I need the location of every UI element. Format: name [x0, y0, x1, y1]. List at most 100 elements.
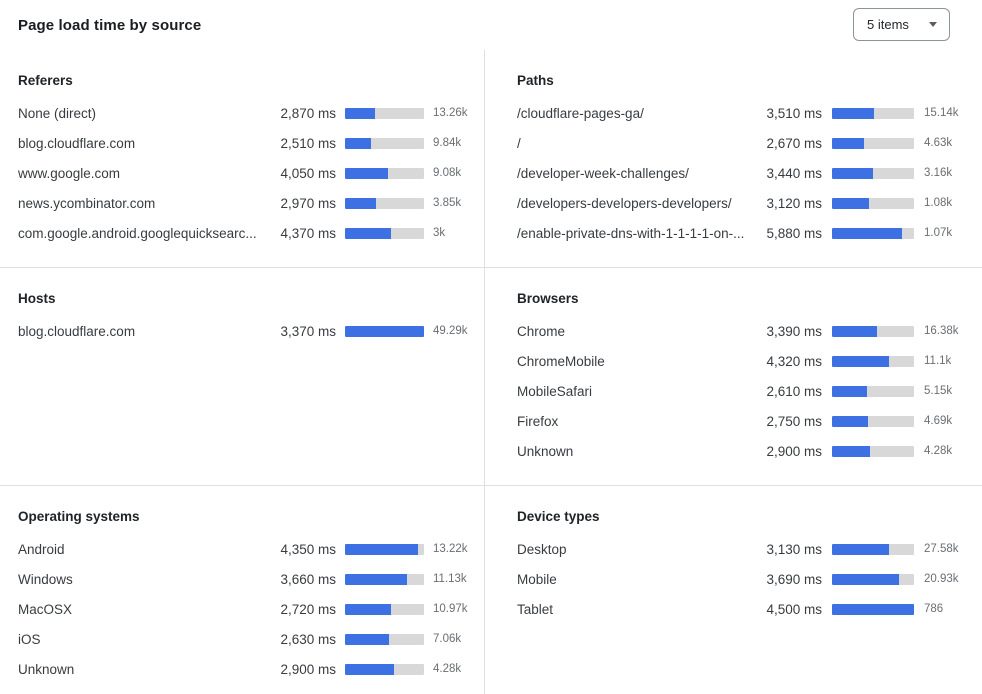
row-label: MacOSX: [18, 601, 73, 617]
row-bar-fill: [832, 573, 900, 585]
row-ms-value: 4,050 ms: [280, 165, 336, 181]
row-label: iOS: [18, 631, 41, 647]
row-count: 3.85k: [433, 197, 462, 209]
row-count: 13.22k: [433, 543, 468, 555]
sections-grid: Referers None (direct) 2,870 ms 13.26k b…: [0, 50, 982, 694]
row-count: 4.28k: [433, 663, 462, 675]
row-ms-value: 5,880 ms: [766, 225, 822, 241]
row-count: 1.07k: [924, 227, 953, 239]
row-bar: [832, 137, 914, 149]
section-rows: blog.cloudflare.com 3,370 ms 49.29k: [18, 316, 476, 346]
row-label: /developers-developers-developers/: [517, 195, 732, 211]
row-ms-value: 3,440 ms: [766, 165, 822, 181]
row-bar-fill: [345, 325, 424, 337]
row-bar: [832, 603, 914, 615]
row-bar: [345, 197, 424, 209]
row-count: 9.84k: [433, 137, 462, 149]
row-ms-value: 3,660 ms: [280, 571, 336, 587]
row-ms-value: 4,320 ms: [766, 353, 822, 369]
row-ms-value: 3,390 ms: [766, 323, 822, 339]
chart-row: /developers-developers-developers/ 3,120…: [517, 188, 970, 218]
row-bar-fill: [832, 355, 890, 367]
row-label: com.google.android.googlequicksearc...: [18, 225, 257, 241]
chart-section: Referers None (direct) 2,870 ms 13.26k b…: [0, 50, 485, 267]
row-ms-value: 4,500 ms: [766, 601, 822, 617]
row-ms-value: 2,510 ms: [280, 135, 336, 151]
row-bar-fill: [832, 325, 877, 337]
row-bar: [832, 385, 914, 397]
row-label: Unknown: [517, 443, 574, 459]
row-bar-fill: [345, 663, 394, 675]
row-bar: [832, 415, 914, 427]
row-label: news.ycombinator.com: [18, 195, 156, 211]
chart-section: Device types Desktop 3,130 ms 27.58k Mob…: [485, 485, 982, 694]
section-title: Device types: [517, 509, 600, 524]
caret-down-icon: [929, 21, 937, 27]
row-bar: [832, 325, 914, 337]
row-count: 5.15k: [924, 385, 953, 397]
chart-row: news.ycombinator.com 2,970 ms 3.85k: [18, 188, 476, 218]
row-ms-value: 3,690 ms: [766, 571, 822, 587]
section-title: Hosts: [18, 291, 56, 306]
row-bar-fill: [832, 543, 890, 555]
row-label: blog.cloudflare.com: [18, 135, 136, 151]
row-bar-fill: [345, 603, 391, 615]
chart-row: ChromeMobile 4,320 ms 11.1k: [517, 346, 970, 376]
section-rows: Desktop 3,130 ms 27.58k Mobile 3,690 ms …: [517, 534, 970, 624]
row-ms-value: 2,900 ms: [280, 661, 336, 677]
row-label: Chrome: [517, 323, 566, 339]
chart-section: Browsers Chrome 3,390 ms 16.38k ChromeMo…: [485, 267, 982, 485]
row-label: blog.cloudflare.com: [18, 323, 136, 339]
row-label: Android: [18, 541, 65, 557]
section-rows: Android 4,350 ms 13.22k Windows 3,660 ms…: [18, 534, 476, 684]
card-header: Page load time by source 5 items: [0, 0, 982, 50]
row-label: Desktop: [517, 541, 567, 557]
row-count: 4.63k: [924, 137, 953, 149]
row-label: Firefox: [517, 413, 559, 429]
row-bar-fill: [832, 197, 870, 209]
row-bar: [345, 573, 424, 585]
chart-row: Windows 3,660 ms 11.13k: [18, 564, 476, 594]
row-bar-fill: [345, 107, 376, 119]
row-label: /: [517, 135, 521, 151]
row-bar-fill: [832, 603, 914, 615]
row-bar: [832, 445, 914, 457]
row-count: 11.1k: [924, 355, 952, 367]
row-bar: [832, 167, 914, 179]
chart-row: Tablet 4,500 ms 786: [517, 594, 970, 624]
row-bar-fill: [345, 197, 377, 209]
row-bar: [345, 603, 424, 615]
row-bar: [345, 107, 424, 119]
chart-row: www.google.com 4,050 ms 9.08k: [18, 158, 476, 188]
chart-row: Android 4,350 ms 13.22k: [18, 534, 476, 564]
row-bar-fill: [832, 445, 871, 457]
chart-row: iOS 2,630 ms 7.06k: [18, 624, 476, 654]
row-bar: [345, 227, 424, 239]
chart-row: /developer-week-challenges/ 3,440 ms 3.1…: [517, 158, 970, 188]
row-bar-fill: [345, 227, 392, 239]
row-label: Mobile: [517, 571, 557, 587]
chart-section: Paths /cloudflare-pages-ga/ 3,510 ms 15.…: [485, 50, 982, 267]
chart-row: Unknown 2,900 ms 4.28k: [18, 654, 476, 684]
row-count: 9.08k: [433, 167, 462, 179]
row-ms-value: 2,970 ms: [280, 195, 336, 211]
row-count: 4.28k: [924, 445, 953, 457]
row-count: 786: [924, 603, 944, 615]
row-count: 16.38k: [924, 325, 959, 337]
section-rows: Chrome 3,390 ms 16.38k ChromeMobile 4,32…: [517, 316, 970, 466]
row-bar: [345, 633, 424, 645]
row-bar-fill: [345, 137, 372, 149]
chart-row: Chrome 3,390 ms 16.38k: [517, 316, 970, 346]
row-bar-fill: [832, 415, 869, 427]
row-ms-value: 2,870 ms: [280, 105, 336, 121]
row-ms-value: 2,750 ms: [766, 413, 822, 429]
chart-section: Operating systems Android 4,350 ms 13.22…: [0, 485, 485, 694]
items-count-dropdown[interactable]: 5 items: [853, 7, 950, 41]
row-bar: [832, 107, 914, 119]
section-rows: /cloudflare-pages-ga/ 3,510 ms 15.14k / …: [517, 98, 970, 248]
section-rows: None (direct) 2,870 ms 13.26k blog.cloud…: [18, 98, 476, 248]
row-bar-fill: [832, 107, 874, 119]
row-ms-value: 2,610 ms: [766, 383, 822, 399]
chart-row: blog.cloudflare.com 3,370 ms 49.29k: [18, 316, 476, 346]
